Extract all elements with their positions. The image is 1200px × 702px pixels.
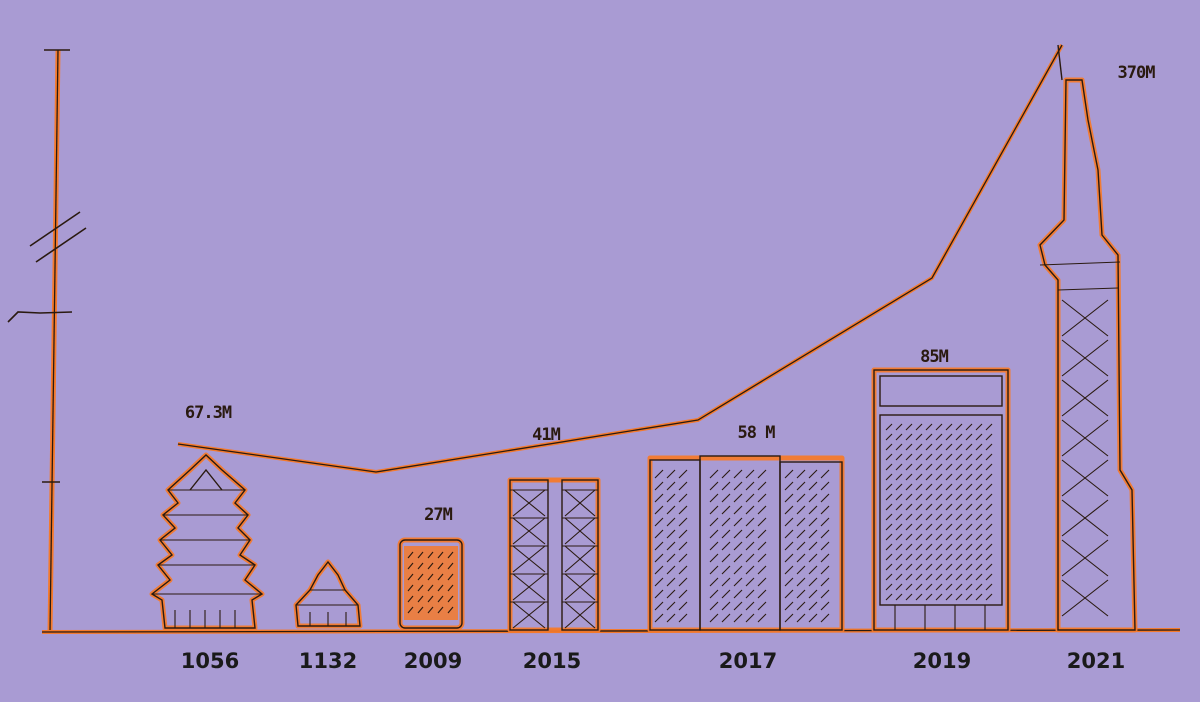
bar-2015-building bbox=[507, 477, 601, 633]
data-label-2009: 27M bbox=[424, 505, 452, 525]
bar-2019-building bbox=[871, 367, 1011, 633]
x-tick-label-2017: 2017 bbox=[719, 649, 777, 673]
data-label-2019: 85M bbox=[920, 347, 948, 367]
x-tick-label-1056: 1056 bbox=[181, 649, 239, 673]
data-label-2017: 58 M bbox=[738, 423, 776, 443]
data-label-2015: 41M bbox=[532, 425, 560, 445]
bar-2017-building bbox=[647, 455, 845, 633]
y-axis bbox=[7, 49, 87, 633]
axis-tick bbox=[7, 311, 73, 323]
bar-2009-building bbox=[397, 537, 465, 631]
x-tick-label-2019: 2019 bbox=[913, 649, 971, 673]
x-tick-label-2015: 2015 bbox=[523, 649, 581, 673]
trend-line bbox=[177, 44, 1064, 475]
bar-1132-pagoda bbox=[293, 559, 363, 629]
axis-break-mark bbox=[29, 211, 81, 247]
bar-1056-pagoda bbox=[149, 452, 265, 631]
x-tick-label-2021: 2021 bbox=[1067, 649, 1125, 673]
x-tick-label-2009: 2009 bbox=[404, 649, 462, 673]
data-label-2021: 370M bbox=[1118, 63, 1156, 83]
bar-2021-building bbox=[1037, 44, 1138, 633]
data-label-1056: 67.3M bbox=[185, 403, 232, 423]
x-tick-label-1132: 1132 bbox=[299, 649, 357, 673]
